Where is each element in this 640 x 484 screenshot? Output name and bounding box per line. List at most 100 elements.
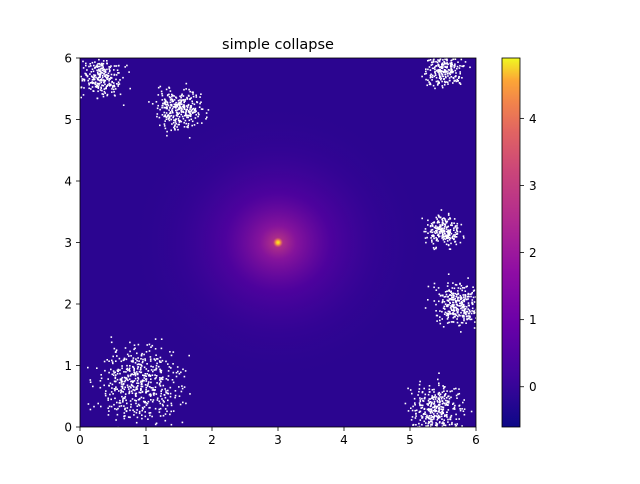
empty-pixel — [180, 94, 183, 97]
empty-pixel — [103, 360, 106, 363]
empty-pixel — [107, 84, 109, 86]
empty-pixel — [187, 123, 190, 125]
empty-pixel — [455, 308, 458, 310]
empty-pixel — [126, 353, 129, 356]
empty-pixel — [96, 367, 98, 369]
empty-pixel — [113, 91, 115, 93]
empty-pixel — [94, 74, 96, 77]
empty-pixel — [112, 362, 114, 365]
empty-pixel — [187, 110, 190, 112]
empty-pixel — [141, 417, 143, 420]
empty-pixel — [440, 78, 442, 81]
empty-pixel — [86, 75, 89, 78]
empty-pixel — [185, 113, 187, 116]
empty-pixel — [433, 282, 436, 285]
empty-pixel — [103, 79, 105, 81]
empty-pixel — [137, 366, 140, 368]
empty-pixel — [446, 66, 448, 69]
empty-pixel — [114, 88, 117, 90]
empty-pixel — [172, 111, 174, 114]
empty-pixel — [178, 103, 180, 106]
empty-pixel — [443, 227, 445, 229]
empty-pixel — [171, 95, 173, 98]
empty-pixel — [115, 350, 117, 353]
empty-pixel — [164, 413, 167, 415]
empty-pixel — [137, 403, 140, 406]
empty-pixel — [88, 78, 91, 80]
empty-pixel — [115, 74, 118, 76]
empty-pixel — [190, 97, 192, 99]
empty-pixel — [188, 115, 191, 117]
empty-pixel — [440, 406, 442, 408]
empty-pixel — [459, 409, 462, 412]
empty-pixel — [146, 390, 149, 393]
empty-pixel — [174, 396, 176, 399]
empty-pixel — [145, 402, 147, 404]
empty-pixel — [116, 401, 118, 404]
empty-pixel — [155, 364, 158, 367]
empty-pixel — [451, 237, 454, 240]
empty-pixel — [145, 375, 147, 377]
empty-pixel — [430, 403, 432, 406]
empty-pixel — [404, 402, 407, 405]
empty-pixel — [180, 99, 183, 101]
empty-pixel — [137, 343, 140, 346]
empty-pixel — [183, 107, 186, 110]
empty-pixel — [140, 371, 143, 374]
empty-pixel — [137, 373, 139, 375]
empty-pixel — [425, 422, 427, 424]
empty-pixel — [473, 310, 476, 312]
empty-pixel — [445, 226, 448, 229]
empty-pixel — [450, 232, 453, 235]
empty-pixel — [169, 111, 172, 113]
empty-pixel — [141, 406, 144, 409]
empty-pixel — [148, 350, 151, 352]
empty-pixel — [447, 83, 449, 85]
empty-pixel — [175, 106, 177, 108]
empty-pixel — [427, 424, 429, 427]
empty-pixel — [441, 422, 444, 425]
empty-pixel — [442, 299, 444, 301]
empty-pixel — [448, 311, 451, 313]
empty-pixel — [120, 381, 123, 383]
empty-pixel — [137, 382, 140, 385]
empty-pixel — [467, 304, 470, 307]
empty-pixel — [436, 412, 439, 415]
empty-pixel — [438, 235, 440, 238]
empty-pixel — [108, 360, 110, 362]
empty-pixel — [144, 411, 146, 413]
empty-pixel — [428, 391, 431, 393]
empty-pixel — [110, 368, 112, 371]
empty-pixel — [464, 297, 467, 299]
empty-pixel — [162, 414, 165, 417]
empty-pixel — [448, 233, 450, 235]
empty-pixel-speckles — [80, 58, 476, 427]
empty-pixel — [182, 106, 185, 109]
empty-pixel — [471, 299, 474, 301]
empty-pixel — [448, 402, 450, 404]
empty-pixel — [149, 395, 152, 397]
empty-pixel — [444, 394, 446, 396]
empty-pixel — [429, 69, 432, 71]
empty-pixel — [153, 369, 156, 371]
empty-pixel — [454, 231, 457, 234]
empty-pixel — [438, 73, 440, 75]
empty-pixel — [437, 401, 439, 403]
empty-pixel — [136, 371, 138, 373]
empty-pixel — [166, 134, 168, 137]
empty-pixel — [154, 348, 157, 350]
empty-pixel — [443, 415, 446, 417]
empty-pixel — [189, 108, 191, 111]
empty-pixel — [134, 371, 136, 374]
empty-pixel — [456, 318, 458, 320]
empty-pixel — [447, 214, 450, 216]
empty-pixel — [449, 294, 452, 296]
empty-pixel — [180, 96, 182, 99]
empty-pixel — [453, 388, 455, 390]
empty-pixel — [441, 310, 443, 313]
empty-pixel — [172, 363, 174, 365]
empty-pixel — [114, 408, 116, 410]
empty-pixel — [444, 73, 447, 76]
empty-pixel — [451, 313, 454, 315]
empty-pixel — [452, 313, 455, 316]
